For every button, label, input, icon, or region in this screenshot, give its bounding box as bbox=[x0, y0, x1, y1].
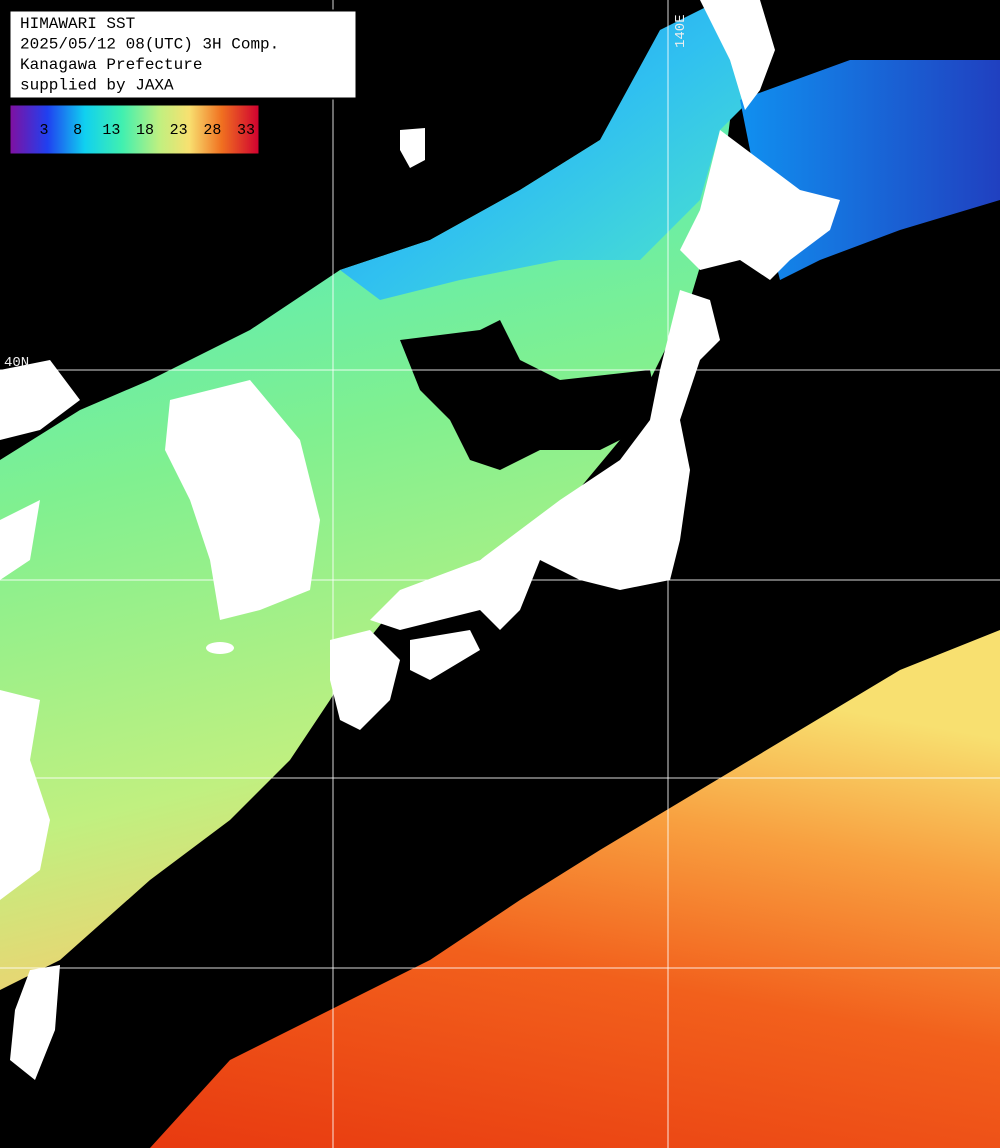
header-line: 2025/05/12 08(UTC) 3H Comp. bbox=[20, 36, 279, 54]
colorbar-label: 3 bbox=[39, 122, 48, 139]
cool-water bbox=[340, 0, 760, 300]
longitude-label: 140E bbox=[673, 14, 689, 48]
header-line: Kanagawa Prefecture bbox=[20, 56, 202, 74]
header-box bbox=[8, 9, 358, 100]
header: HIMAWARI SST 2025/05/12 08(UTC) 3H Comp. K… bbox=[20, 15, 279, 95]
land-northeast-china bbox=[0, 360, 80, 440]
colorbar-label: 8 bbox=[73, 122, 82, 139]
land-korea bbox=[165, 380, 320, 620]
header-line: HIMAWARI SST bbox=[20, 15, 135, 33]
colorbar-label: 13 bbox=[102, 122, 120, 139]
latitude-label: 40N bbox=[4, 355, 29, 371]
colorbar-label: 18 bbox=[136, 122, 154, 139]
colorbar-labels: 3 8 13 18 23 28 33 bbox=[39, 122, 255, 139]
colorbar-label: 33 bbox=[237, 122, 255, 139]
land-shikoku bbox=[410, 630, 480, 680]
land-sakhalin bbox=[700, 0, 775, 110]
island-shadow bbox=[400, 128, 425, 168]
warm-water bbox=[150, 630, 1000, 1148]
land-honshu bbox=[370, 290, 720, 630]
colorbar bbox=[9, 104, 260, 155]
land-taiwan bbox=[10, 965, 60, 1080]
temperate-water bbox=[0, 90, 730, 990]
land-kyushu bbox=[330, 630, 400, 730]
header-line: supplied by JAXA bbox=[20, 77, 174, 95]
colorbar-label: 28 bbox=[203, 122, 221, 139]
land-hokkaido bbox=[680, 130, 840, 280]
land-china-coast bbox=[0, 690, 50, 900]
land-jeju bbox=[206, 642, 234, 654]
colorbar-label: 23 bbox=[170, 122, 188, 139]
land-shandong bbox=[0, 500, 40, 580]
cloud-mask bbox=[400, 320, 660, 470]
